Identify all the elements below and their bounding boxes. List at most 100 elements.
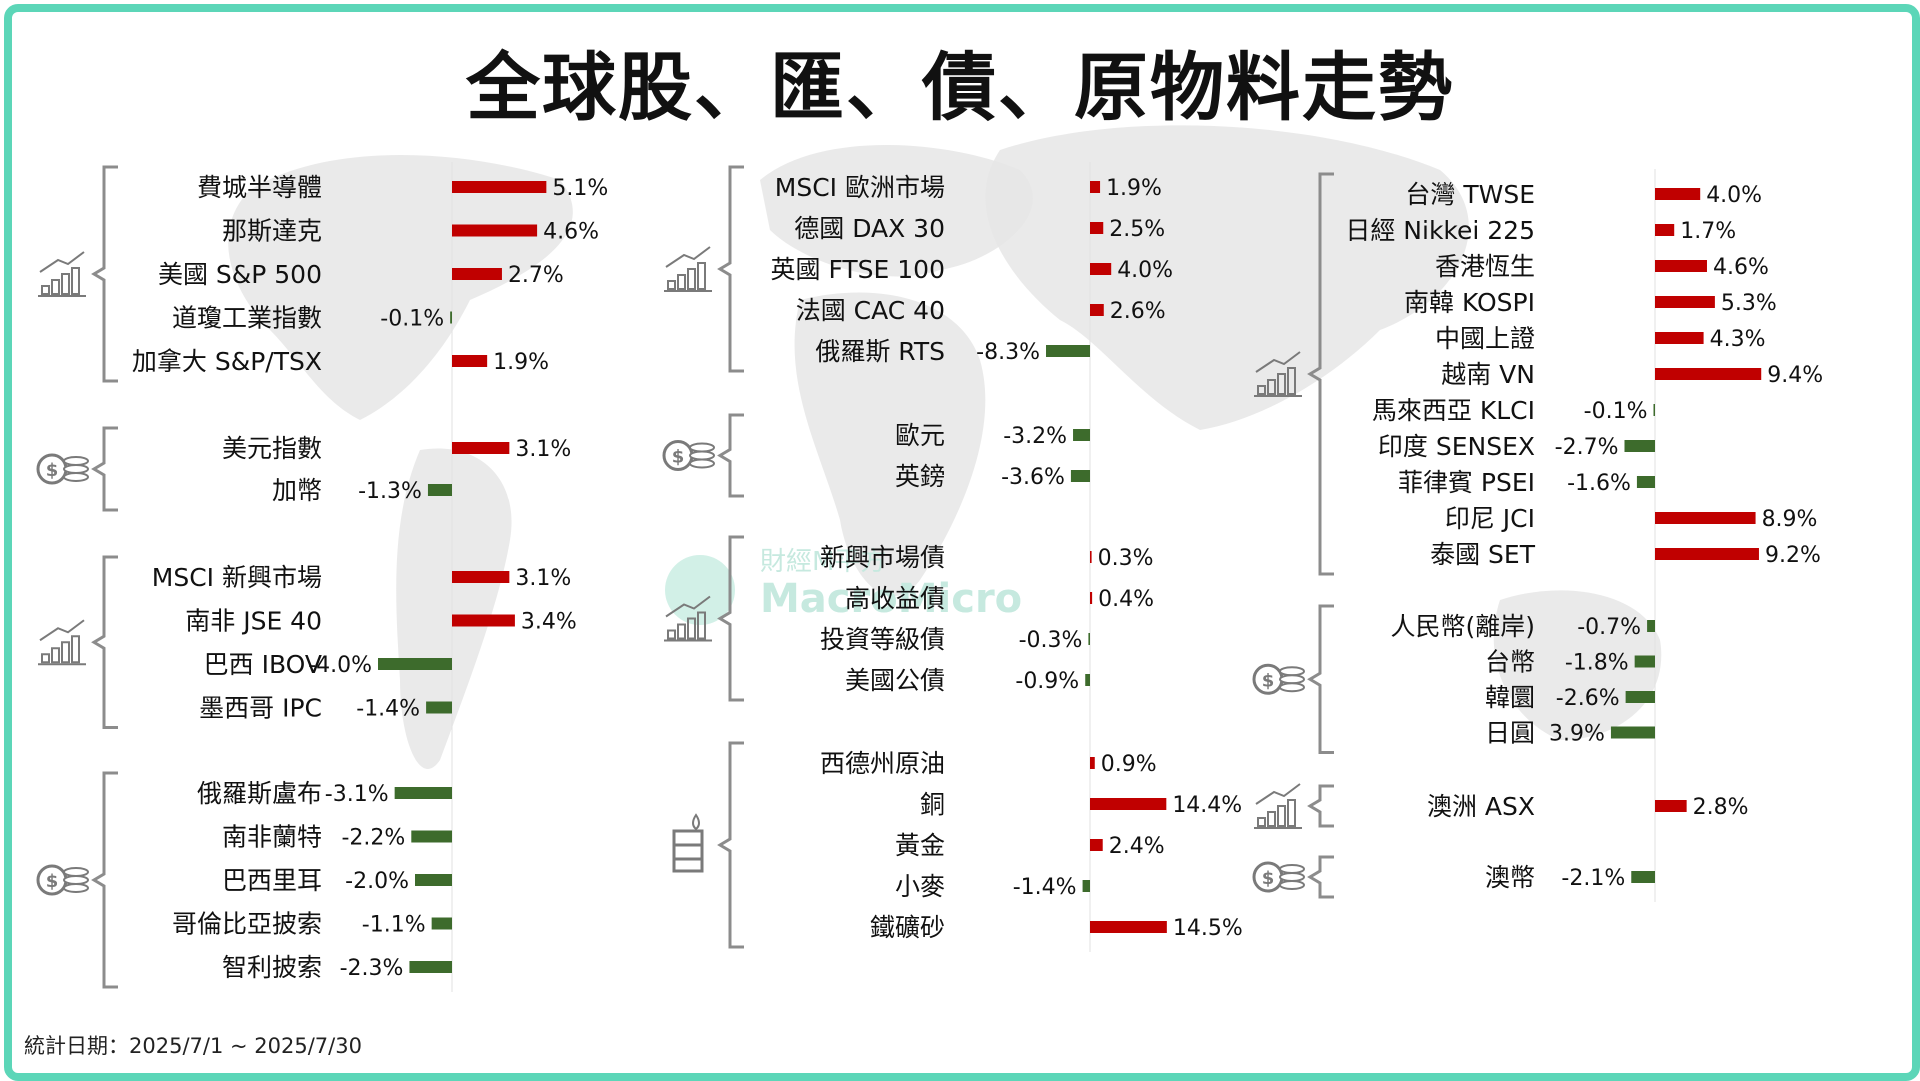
coins-icon-symbol: $ bbox=[46, 460, 59, 481]
bar bbox=[452, 224, 538, 237]
oil-barrel-icon-drop bbox=[692, 813, 700, 831]
group-bracket bbox=[1307, 604, 1334, 754]
chart-icon-bar bbox=[71, 267, 80, 295]
bar bbox=[1090, 921, 1167, 933]
category-label: 黃金 bbox=[895, 831, 945, 860]
value-label: -2.1% bbox=[1561, 866, 1625, 891]
coins-icon-stack bbox=[63, 456, 89, 466]
bar bbox=[431, 917, 452, 930]
bar bbox=[1653, 404, 1655, 416]
coins-icon-stack bbox=[689, 450, 715, 461]
coins-icon-stack bbox=[63, 464, 89, 474]
map-landmass bbox=[985, 125, 1469, 430]
category-label: 韓圜 bbox=[1485, 683, 1535, 712]
group-bracket bbox=[91, 555, 118, 729]
coins-icon-stack bbox=[1279, 864, 1305, 874]
value-label: -8.3% bbox=[976, 340, 1040, 365]
group-bonds: 新興市場債 0.3% 高收益債 0.4% 投資等級債 -0.3% 美國公債 -0.9% bbox=[664, 535, 1154, 702]
category-label: 澳幣 bbox=[1485, 863, 1535, 892]
value-label: -2.3% bbox=[340, 956, 404, 981]
chart-icon bbox=[1254, 351, 1302, 397]
category-label: 台灣 TWSE bbox=[1405, 180, 1535, 209]
chart-icon-bar bbox=[667, 629, 676, 640]
bar bbox=[1046, 345, 1090, 357]
category-label: 俄羅斯盧布 bbox=[197, 779, 322, 808]
category-label: 馬來西亞 KLCI bbox=[1372, 396, 1535, 425]
chart-icon-trend bbox=[39, 251, 85, 273]
value-label: 2.6% bbox=[1110, 299, 1166, 324]
coins-icon-stack bbox=[63, 472, 89, 482]
bar bbox=[452, 442, 510, 454]
value-label: 5.1% bbox=[552, 176, 608, 201]
bar bbox=[1625, 691, 1655, 703]
value-label: -0.3% bbox=[1019, 628, 1083, 653]
category-label: 俄羅斯 RTS bbox=[815, 337, 945, 366]
bar bbox=[1655, 368, 1762, 380]
coins-icon-stack bbox=[689, 458, 715, 469]
category-label: 英鎊 bbox=[895, 462, 945, 491]
value-label: -0.1% bbox=[380, 307, 444, 332]
group-commodities: 西德州原油 0.9% 銅 14.4% 黃金 2.4% 小麥 -1.4% 鐵礦砂 14.5% bbox=[672, 741, 1243, 949]
bar bbox=[1090, 592, 1093, 604]
value-label: -2.2% bbox=[341, 826, 405, 851]
bar bbox=[1090, 757, 1095, 769]
group-australia-equities: 澳洲 ASX 2.8% bbox=[1254, 783, 1749, 829]
bar bbox=[450, 311, 452, 324]
value-label: -1.6% bbox=[1567, 471, 1631, 496]
bar bbox=[1088, 633, 1090, 645]
bar bbox=[1655, 224, 1675, 236]
category-label: 印尼 JCI bbox=[1445, 504, 1535, 533]
value-label: -0.7% bbox=[1577, 615, 1641, 640]
page-title: 全球股、匯、債、原物料走勢 bbox=[466, 45, 1454, 131]
group-emerging-equities: MSCI 新興市場 3.1% 南非 JSE 40 3.4% 巴西 IBOV-4.0% 墨西… bbox=[38, 555, 577, 729]
value-label: 1.7% bbox=[1680, 219, 1736, 244]
bar bbox=[1624, 440, 1655, 452]
coins-icon-stack bbox=[1279, 682, 1305, 693]
value-label: -2.7% bbox=[1555, 435, 1619, 460]
chart-icon-bar bbox=[1277, 373, 1286, 395]
chart-icon-bar bbox=[667, 280, 676, 290]
value-label: 2.8% bbox=[1693, 795, 1749, 820]
value-label: -0.1% bbox=[1584, 399, 1648, 424]
category-label: 法國 CAC 40 bbox=[796, 296, 945, 325]
bar bbox=[452, 571, 510, 583]
chart-icon-bar bbox=[1267, 811, 1276, 827]
map-landmass bbox=[794, 292, 986, 597]
bar bbox=[1070, 470, 1090, 482]
bar bbox=[426, 701, 452, 714]
watermark-text-en: MacroMicro bbox=[760, 576, 1022, 622]
bar bbox=[1090, 839, 1103, 851]
value-label: 3.1% bbox=[515, 437, 571, 462]
category-label: 鐵礦砂 bbox=[870, 913, 945, 942]
bar bbox=[409, 961, 452, 973]
coins-icon-stack bbox=[1279, 666, 1305, 677]
bar bbox=[1634, 655, 1655, 668]
coins-icon-stack bbox=[63, 867, 89, 877]
bar bbox=[1085, 674, 1090, 686]
map-landmass bbox=[760, 145, 1033, 277]
coins-icon: $ bbox=[36, 453, 89, 485]
value-label: 2.7% bbox=[508, 263, 564, 288]
chart-icon-bar bbox=[697, 262, 706, 290]
map-landmass bbox=[396, 448, 512, 769]
value-label: 2.4% bbox=[1109, 834, 1165, 859]
value-label: 4.3% bbox=[1710, 327, 1766, 352]
category-label: 那斯達克 bbox=[222, 217, 322, 246]
coins-icon-symbol: $ bbox=[46, 871, 59, 892]
bar bbox=[1073, 429, 1090, 441]
value-label: -1.1% bbox=[362, 913, 426, 938]
bar bbox=[1647, 620, 1655, 632]
chart-icon-bar bbox=[51, 647, 60, 664]
bar bbox=[1090, 304, 1104, 316]
value-label: 3.1% bbox=[515, 566, 571, 591]
watermark-text-cn: 財經M平方 bbox=[760, 547, 886, 577]
category-label: 智利披索 bbox=[222, 953, 322, 982]
category-label: 南韓 KOSPI bbox=[1404, 288, 1535, 317]
value-label: 14.5% bbox=[1173, 916, 1243, 941]
category-label: 中國上證 bbox=[1435, 324, 1535, 353]
category-label: 香港恆生 bbox=[1435, 252, 1535, 281]
category-label: 德國 DAX 30 bbox=[794, 214, 945, 243]
chart-icon-bar bbox=[687, 268, 696, 290]
coins-icon: $ bbox=[662, 440, 715, 471]
